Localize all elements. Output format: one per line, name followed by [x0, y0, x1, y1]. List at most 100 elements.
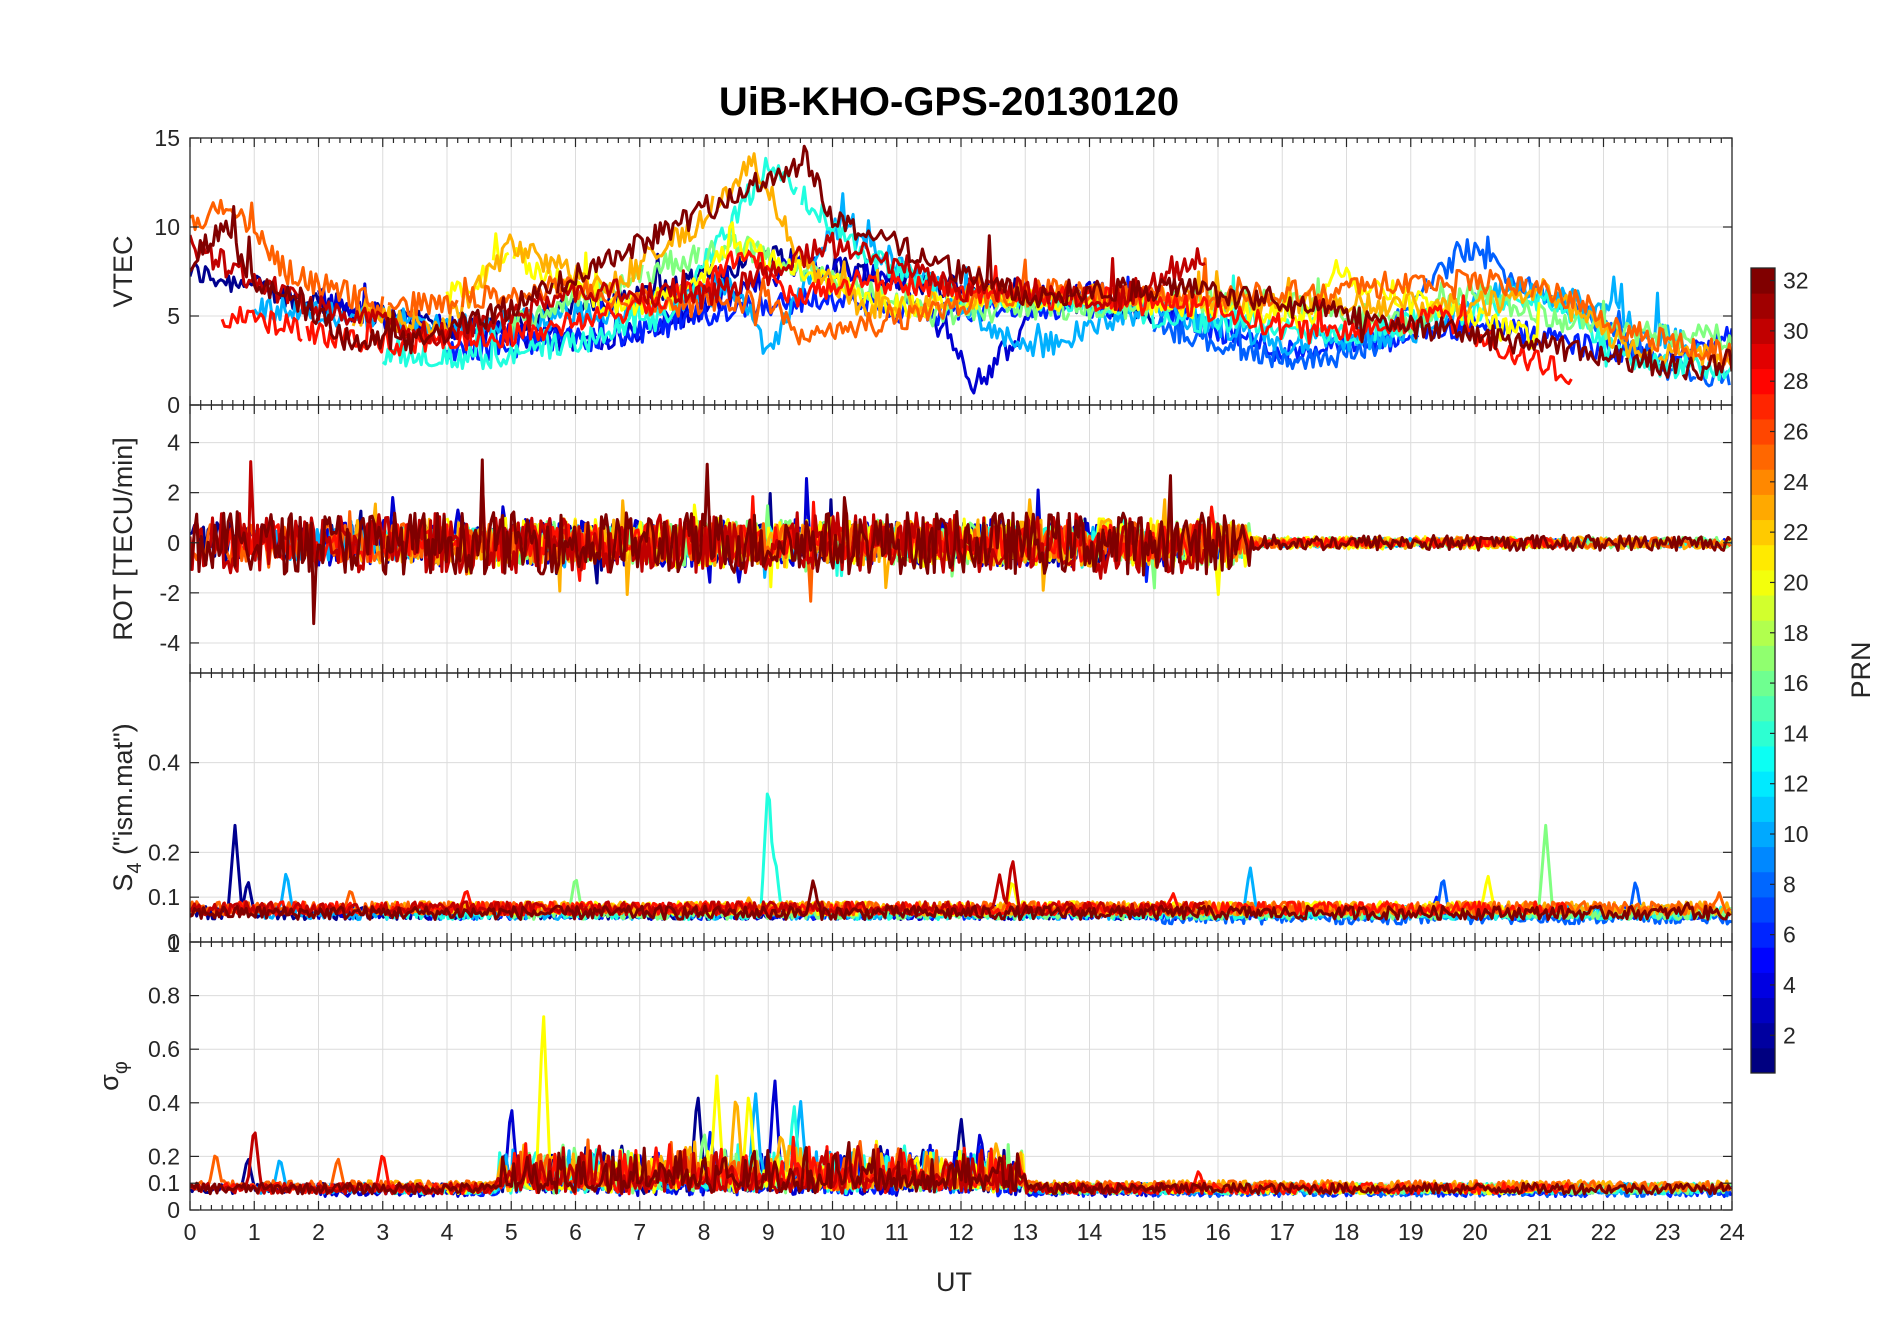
- colorbar-tick-label: 22: [1783, 519, 1809, 545]
- colorbar-band: [1751, 544, 1775, 571]
- colorbar-band: [1751, 393, 1775, 420]
- y-tick-label: 0.1: [148, 1170, 180, 1196]
- colorbar-band: [1751, 293, 1775, 319]
- x-tick-label: 2: [312, 1219, 325, 1245]
- colorbar-band: [1751, 1047, 1775, 1074]
- series-line-prn-24: [387, 291, 459, 318]
- colorbar-tick-label: 4: [1783, 972, 1796, 998]
- chart-title: UiB-KHO-GPS-20130120: [719, 80, 1179, 124]
- series-s4: [190, 792, 1732, 926]
- x-tick-label: 22: [1591, 1219, 1617, 1245]
- x-tick-label: 0: [184, 1219, 197, 1245]
- y-tick-label: 0: [167, 929, 180, 955]
- panel-sigma: 00.10.2 0.4 0.6 0.8 σφ: [94, 941, 1733, 1223]
- colorbar-tick-label: 30: [1783, 318, 1809, 344]
- colorbar-band: [1751, 695, 1775, 722]
- colorbar-band: [1751, 494, 1775, 521]
- series-rot: [190, 458, 1732, 626]
- colorbar-tick-label: 10: [1783, 821, 1809, 847]
- x-tick-label: 15: [1141, 1219, 1167, 1245]
- y-label-sub: 4: [124, 863, 146, 874]
- x-tick-label: 19: [1398, 1219, 1424, 1245]
- series-line-prn-32: [1681, 348, 1732, 381]
- colorbar-tick-label: 16: [1783, 670, 1809, 696]
- series-line-prn-32: [190, 205, 554, 355]
- x-tick-label: 24: [1719, 1219, 1745, 1245]
- x-tick-label: 21: [1526, 1219, 1552, 1245]
- colorbar-band: [1751, 846, 1775, 873]
- series-line-prn-30: [190, 1131, 1206, 1196]
- series-vtec: [190, 144, 1732, 395]
- colorbar-tick-label: 32: [1783, 268, 1809, 294]
- y-tick-label: -4: [160, 630, 181, 656]
- colorbar-tick-label: 20: [1783, 569, 1809, 595]
- series-line-prn-32: [190, 879, 1732, 922]
- y-tick-label: 0.6: [148, 1036, 180, 1062]
- y-tick-label: 0: [167, 1197, 180, 1223]
- series-line-prn-22: [716, 152, 905, 320]
- y-tick-label: 0.8: [148, 983, 180, 1009]
- series-sigma: [190, 1015, 1732, 1199]
- y-tick-label: 0.4: [148, 1090, 180, 1116]
- y-tick-label-extra: 1: [167, 931, 180, 957]
- x-tick-label: 7: [633, 1219, 646, 1245]
- colorbar-bands: [1751, 268, 1775, 1074]
- colorbar-tick-label: 8: [1783, 871, 1796, 897]
- y-ticks-vtec: 0 5 10 15: [154, 125, 1732, 418]
- y-tick-label: 0.4: [148, 750, 180, 776]
- series-line-prn-16: [646, 244, 701, 284]
- x-ticks-vtec: [189, 138, 1733, 405]
- x-ticks-rot: [189, 405, 1733, 673]
- y-label-sub: φ: [110, 1061, 132, 1074]
- x-tick-label: 5: [505, 1219, 518, 1245]
- colorbar-tick-label: 12: [1783, 771, 1809, 797]
- y-tick-label: 5: [167, 303, 180, 329]
- series-line-prn-24: [1530, 279, 1732, 366]
- series-line-prn-32: [1129, 276, 1623, 367]
- y-label-main: S: [108, 874, 138, 892]
- y-tick-label: 0: [167, 530, 180, 556]
- colorbar-band: [1751, 343, 1775, 370]
- x-tick-label: 4: [441, 1219, 454, 1245]
- x-tick-label: 9: [762, 1219, 775, 1245]
- colorbar-tick-label: 26: [1783, 419, 1809, 445]
- colorbar-band: [1751, 947, 1775, 973]
- colorbar-tick-label: 14: [1783, 720, 1809, 746]
- colorbar-tick-label: 24: [1783, 469, 1809, 495]
- x-tick-label: 10: [820, 1219, 846, 1245]
- x-tick-label: 18: [1334, 1219, 1360, 1245]
- y-label-rest: ("ism.mat"): [108, 723, 138, 862]
- y-axis-label-rot: ROT [TECU/min]: [108, 437, 138, 641]
- colorbar-tick-label: 2: [1783, 1022, 1796, 1048]
- series-line-prn-24: [190, 198, 385, 319]
- series-line-prn-28: [220, 305, 303, 343]
- y-axis-label-sigma: σφ: [94, 1061, 132, 1091]
- series-line-prn-28: [1297, 294, 1573, 386]
- colorbar-band: [1751, 444, 1775, 470]
- x-tick-label: 11: [885, 1219, 909, 1245]
- y-tick-label: 0.1: [148, 884, 180, 910]
- series-line-prn-32: [190, 458, 1732, 626]
- panel-vtec: 0 5 10 15 VTEC: [108, 125, 1733, 418]
- x-tick-label: 17: [1269, 1219, 1295, 1245]
- x-ticks-s4: [189, 673, 1733, 942]
- y-tick-label: 2: [167, 480, 180, 506]
- y-tick-label: 4: [167, 430, 180, 456]
- y-ticks-rot: -4 -2 0 2 4: [160, 430, 1732, 656]
- y-axis-label-vtec: VTEC: [108, 235, 138, 307]
- colorbar-label: PRN: [1846, 641, 1876, 698]
- y-tick-label: 10: [154, 214, 180, 240]
- colorbar-band: [1751, 595, 1775, 621]
- y-label-main: σ: [94, 1074, 124, 1091]
- panel-rot: -4 -2 0 2 4 ROT [TECU/min]: [108, 404, 1733, 674]
- colorbar-band: [1751, 896, 1775, 923]
- colorbar-band: [1751, 745, 1775, 772]
- x-tick-label: 1: [248, 1219, 261, 1245]
- series-line-prn-32: [1625, 348, 1680, 379]
- x-ticks-sigma: [189, 942, 1733, 1210]
- series-line-prn-30: [190, 231, 1206, 347]
- y-tick-label: 0.2: [148, 839, 180, 865]
